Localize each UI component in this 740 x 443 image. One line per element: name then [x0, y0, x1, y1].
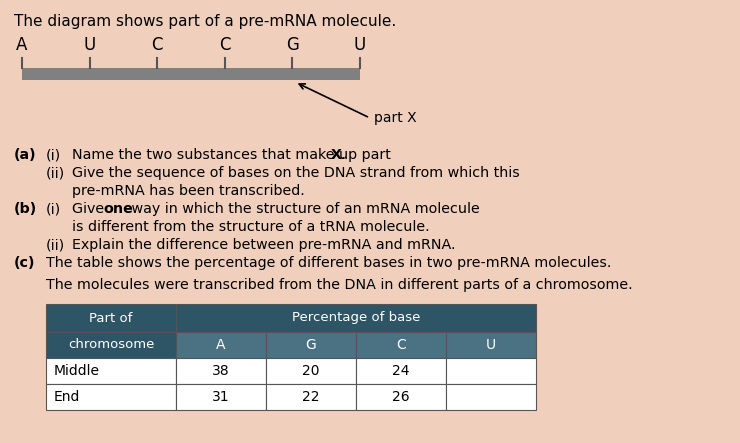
- Text: C: C: [152, 36, 163, 54]
- Text: (b): (b): [14, 202, 37, 216]
- Text: 38: 38: [212, 364, 230, 378]
- Text: A: A: [16, 36, 27, 54]
- Text: A: A: [216, 338, 226, 352]
- Text: 22: 22: [302, 390, 320, 404]
- Text: .: .: [340, 148, 345, 162]
- Text: way in which the structure of an mRNA molecule: way in which the structure of an mRNA mo…: [127, 202, 480, 216]
- Bar: [446, 332, 536, 358]
- Text: chromosome: chromosome: [68, 338, 154, 351]
- Bar: [46, 358, 176, 384]
- Text: (ii): (ii): [46, 166, 65, 180]
- Text: End: End: [54, 390, 81, 404]
- Text: is different from the structure of a tRNA molecule.: is different from the structure of a tRN…: [72, 220, 430, 234]
- Text: Explain the difference between pre-mRNA and mRNA.: Explain the difference between pre-mRNA …: [72, 238, 456, 252]
- Bar: [446, 384, 536, 410]
- Text: one: one: [103, 202, 133, 216]
- Text: (i): (i): [46, 148, 61, 162]
- Text: Give the sequence of bases on the DNA strand from which this: Give the sequence of bases on the DNA st…: [72, 166, 519, 180]
- Bar: [22, 68, 360, 80]
- Text: X: X: [331, 148, 342, 162]
- Text: Part of: Part of: [90, 311, 132, 325]
- Bar: [176, 332, 266, 358]
- Text: 24: 24: [392, 364, 410, 378]
- Text: (i): (i): [46, 202, 61, 216]
- Text: part X: part X: [374, 111, 417, 125]
- Text: 26: 26: [392, 390, 410, 404]
- Bar: [176, 358, 266, 384]
- Bar: [356, 332, 446, 358]
- Bar: [46, 332, 176, 358]
- Text: U: U: [486, 338, 496, 352]
- Text: 31: 31: [212, 390, 230, 404]
- Text: 20: 20: [302, 364, 320, 378]
- Bar: [446, 358, 536, 384]
- Bar: [356, 358, 446, 384]
- Bar: [266, 384, 356, 410]
- Text: The table shows the percentage of different bases in two pre-mRNA molecules.: The table shows the percentage of differ…: [46, 256, 611, 270]
- Text: (a): (a): [14, 148, 36, 162]
- Text: Middle: Middle: [54, 364, 100, 378]
- Text: pre-mRNA has been transcribed.: pre-mRNA has been transcribed.: [72, 184, 305, 198]
- Text: (ii): (ii): [46, 238, 65, 252]
- Text: The molecules were transcribed from the DNA in different parts of a chromosome.: The molecules were transcribed from the …: [46, 278, 633, 292]
- Text: The diagram shows part of a pre-mRNA molecule.: The diagram shows part of a pre-mRNA mol…: [14, 14, 396, 29]
- Text: G: G: [306, 338, 317, 352]
- Text: Percentage of base: Percentage of base: [292, 311, 420, 325]
- Text: Name the two substances that make up part: Name the two substances that make up par…: [72, 148, 395, 162]
- Text: C: C: [396, 338, 406, 352]
- Bar: [46, 304, 176, 332]
- Bar: [176, 384, 266, 410]
- Text: G: G: [286, 36, 299, 54]
- Bar: [266, 332, 356, 358]
- Text: C: C: [219, 36, 231, 54]
- Text: Give: Give: [72, 202, 109, 216]
- Bar: [266, 358, 356, 384]
- Text: (c): (c): [14, 256, 36, 270]
- Bar: [46, 384, 176, 410]
- Bar: [356, 384, 446, 410]
- Text: U: U: [354, 36, 366, 54]
- Text: U: U: [84, 36, 95, 54]
- Bar: [176, 304, 536, 332]
